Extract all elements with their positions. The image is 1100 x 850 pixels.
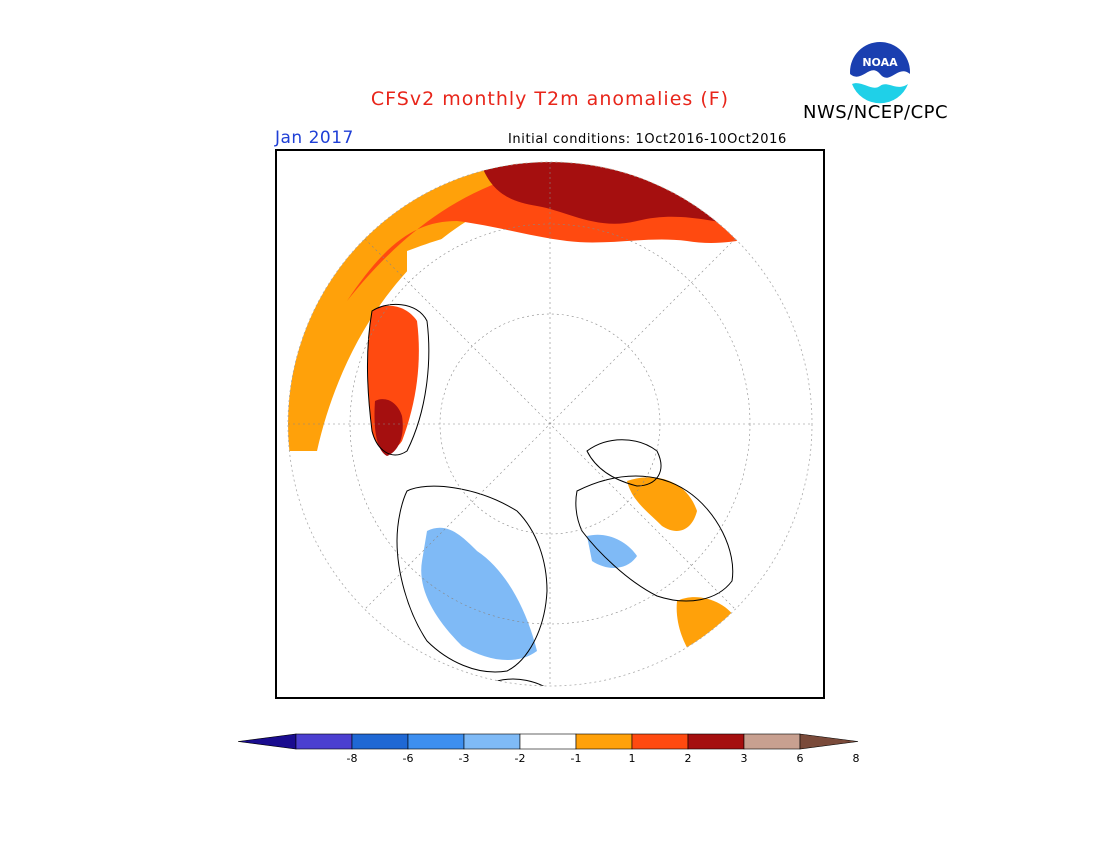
coastline-greenland <box>366 303 430 456</box>
noaa-logo-text: NOAA <box>862 56 898 69</box>
colorbar-tick-label: -1 <box>570 752 582 765</box>
coastline-europe <box>586 439 662 487</box>
polar-stereographic-map <box>287 161 813 687</box>
noaa-logo: NOAA <box>850 42 910 104</box>
colorbar-tick-label: -2 <box>514 752 526 765</box>
colorbar-cell <box>351 733 409 750</box>
map-title: CFSv2 monthly T2m anomalies (F) <box>370 88 730 110</box>
colorbar-cell <box>463 733 521 750</box>
anomaly-asia-orange <box>676 597 737 657</box>
colorbar-tick-label: -8 <box>346 752 358 765</box>
colorbar-cell <box>295 733 353 750</box>
colorbar-cell <box>407 733 465 750</box>
colorbar-tick-label: 3 <box>740 752 748 765</box>
anomaly-white-gap-2 <box>607 255 687 288</box>
polar-map-frame <box>275 149 825 699</box>
colorbar-cell <box>631 733 689 750</box>
anomaly-siberia-blue <box>587 534 637 568</box>
coastline-canada <box>396 485 548 673</box>
colorbar <box>238 733 859 750</box>
colorbar-cell <box>687 733 745 750</box>
colorbar-tick-label: 1 <box>628 752 636 765</box>
colorbar-cell <box>743 733 801 750</box>
initial-conditions: Initial conditions: 1Oct2016-10Oct2016 <box>508 132 787 147</box>
coastline-siberia <box>575 475 734 602</box>
colorbar-arrow-left <box>238 733 297 750</box>
anomaly-europe-orange <box>627 477 697 531</box>
colorbar-tick-label: 8 <box>852 752 860 765</box>
forecast-month: Jan 2017 <box>275 128 354 148</box>
colorbar-tick-label: 6 <box>796 752 804 765</box>
anomaly-orange-band <box>288 162 812 451</box>
colorbar-cell <box>519 733 577 750</box>
colorbar-tick-label: -6 <box>402 752 414 765</box>
colorbar-tick-label: -3 <box>458 752 470 765</box>
colorbar-cell <box>575 733 633 750</box>
coastline-alaska <box>496 678 553 686</box>
colorbar-tick-label: 2 <box>684 752 692 765</box>
colorbar-arrow-right <box>799 733 859 750</box>
credit-label: NWS/NCEP/CPC <box>803 102 949 123</box>
anomaly-white-gap-1 <box>407 233 511 306</box>
anomaly-canada-blue <box>421 527 537 661</box>
anomaly-greenland-darkred <box>374 399 403 456</box>
